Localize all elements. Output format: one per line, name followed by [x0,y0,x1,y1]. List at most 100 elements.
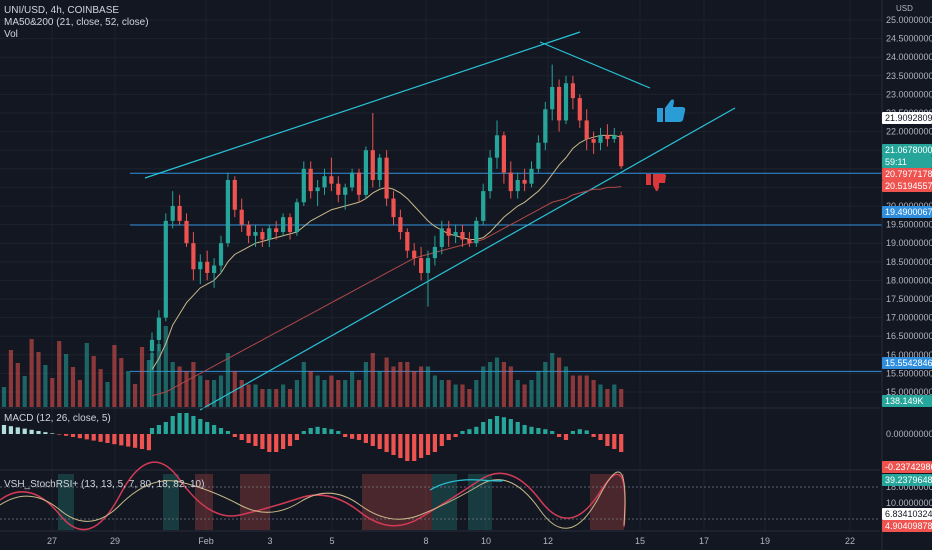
volume-bar [294,380,299,407]
volume-bar [536,371,541,407]
macd-bar [412,434,417,461]
macd-bar [98,434,103,442]
macd-bar [163,422,168,434]
candle-body [550,86,555,110]
time-tick-label: 3 [267,536,272,546]
candle-body [522,179,527,184]
candle-body [329,176,334,184]
resistance-trendline[interactable] [539,41,651,89]
macd-bar [467,429,472,434]
stoch-tag-bg [882,474,932,486]
candle-body [149,339,155,352]
macd-bar [405,434,410,461]
macd-bar [419,434,424,458]
macd-bar [119,434,124,446]
candle-body [384,157,389,199]
candle-body [501,135,506,173]
macd-bar [605,434,610,446]
macd-bar [591,434,596,437]
macd-histogram [1,413,624,461]
price-tag-bg [882,357,932,369]
time-tick-label: 12 [543,536,553,546]
time-tick-label: Feb [198,536,214,546]
volume-bar [515,380,520,407]
macd-bar [170,416,175,434]
volume-bar [163,326,168,407]
channel-upper-trendline[interactable] [144,31,581,179]
macd-bar [212,425,217,434]
volume-bar [260,389,265,407]
macd-bar [232,434,237,437]
volume-bar [218,375,224,407]
volume-bar [191,362,196,407]
time-tick-label: 15 [635,536,645,546]
price-tag-bg [882,112,932,124]
macd-bar [343,434,348,437]
price-tag-bg [882,180,932,192]
macd-bar [260,434,265,449]
macd-bar [43,432,48,434]
volume-bar [212,380,217,407]
volume-bar [398,362,403,407]
candle-body [577,98,582,121]
macd-bar [36,431,41,434]
volume-bar [43,365,48,407]
candle-body [412,250,417,259]
trendlines[interactable] [144,31,736,411]
candle-body [481,191,486,221]
channel-lower-trendline[interactable] [199,107,736,411]
legend-macd: MACD (12, 26, close, 5) [4,413,111,424]
macd-bar [598,434,603,440]
macd-bar [363,434,368,443]
price-axis[interactable]: 25.00000000 24.50000000 24.00000000 23.5000… [881,0,932,550]
candle-body [425,258,431,273]
candle-body [515,179,520,192]
volume-bars [1,326,624,407]
volume-bar [105,382,110,407]
price-tick-label: 15.00000000 [886,387,932,397]
macd-bar [563,434,569,440]
macd-bar [315,426,320,434]
macd-bar [133,434,138,448]
candle-body [488,157,493,192]
price-tick-label: 23.00000000 [886,89,932,99]
macd-bar [557,434,562,437]
time-axis[interactable]: 27 29 Feb 3 5 8 10 12 15 17 19 22 [47,536,855,546]
macd-bar [64,434,69,436]
time-tick-label: 27 [47,536,57,546]
volume-bar [281,384,286,407]
macd-bar [322,428,327,434]
volume-bar [91,356,96,407]
price-tick-label: 24.50000000 [886,34,932,44]
macd-bar [253,434,258,446]
stoch-tick-label: 10.00000000 [886,498,932,508]
macd-bar [481,422,486,434]
candle-body [508,172,513,192]
candle-body [529,168,534,184]
macd-bar [156,425,161,434]
macd-bar [287,434,293,446]
macd-bar [432,434,437,452]
macd-bar [149,428,155,434]
price-axis-bg [882,0,932,550]
volume-bar [467,389,472,407]
volume-bar [119,358,124,407]
price-tag: 21.06780000 [885,145,932,155]
candle-body [536,142,541,169]
volume-bar [384,357,389,407]
volume-bar [432,375,437,407]
candle-body [370,150,375,180]
volume-bar [64,354,69,407]
volume-bar [529,380,534,407]
time-tick-label: 29 [110,536,120,546]
macd-bar [350,434,355,439]
candle-body [163,220,168,318]
macd-bar [377,434,382,449]
macd-bar [612,434,617,449]
price-tick-label: 24.00000000 [886,52,932,62]
volume-bar [329,375,334,407]
candle-body [584,120,589,140]
volume-bar [488,362,493,407]
candle-body [350,172,355,188]
